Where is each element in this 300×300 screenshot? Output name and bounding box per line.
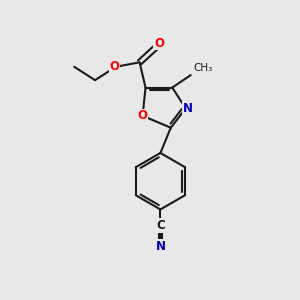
- Text: O: O: [154, 37, 164, 50]
- Text: O: O: [138, 109, 148, 122]
- Text: O: O: [109, 60, 119, 73]
- Text: CH₃: CH₃: [193, 63, 212, 73]
- Text: N: N: [155, 240, 165, 253]
- Text: N: N: [183, 102, 193, 115]
- Text: C: C: [156, 219, 165, 232]
